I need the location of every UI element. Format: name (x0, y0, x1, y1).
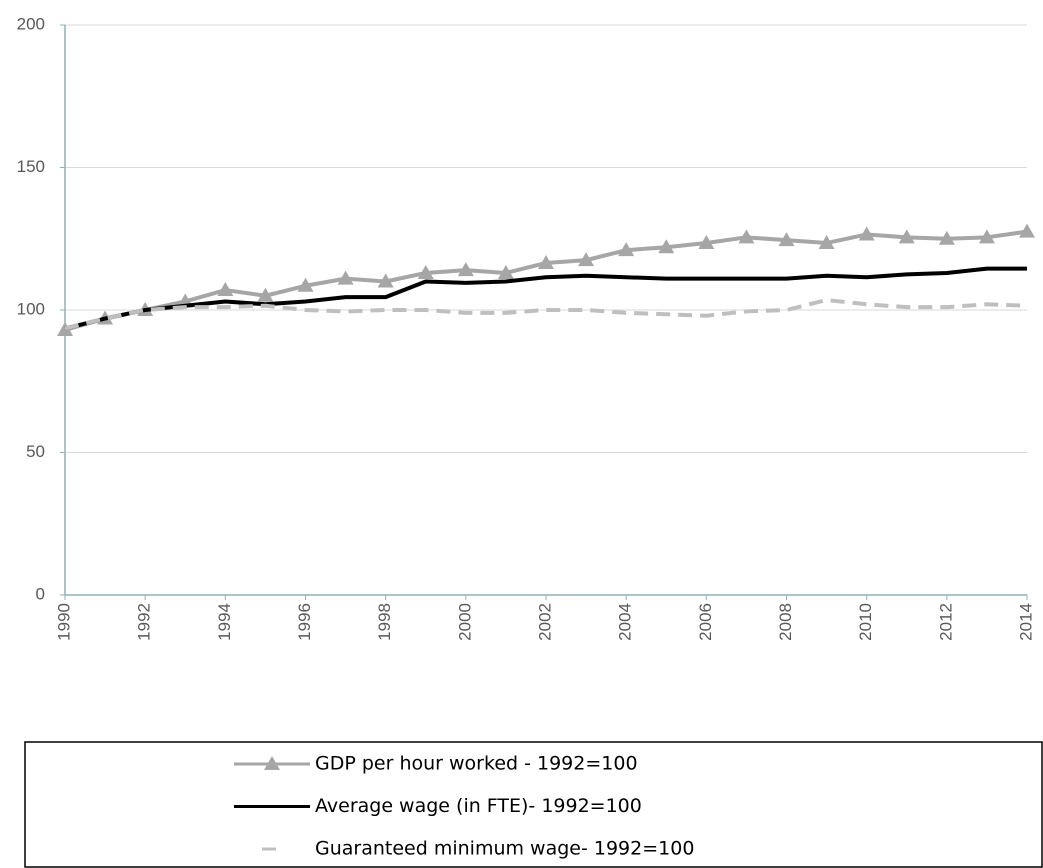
x-tick-label: 2002 (535, 603, 554, 641)
legend-marker (264, 756, 280, 770)
x-tick-label: 1994 (215, 603, 234, 641)
data-line (64, 229, 1028, 332)
x-tick-label: 2012 (936, 603, 955, 641)
x-tick-label: 2000 (455, 603, 474, 641)
data-line (64, 298, 1028, 331)
x-tick-label: 2008 (776, 603, 795, 641)
x-tick-label: 2010 (856, 603, 875, 641)
data-marker (658, 239, 675, 254)
x-tick-label: 2014 (1016, 603, 1035, 641)
legend-label: Average wage (in FTE)- 1992=100 (315, 795, 642, 817)
x-tick-label: 2006 (696, 603, 715, 641)
data-marker (497, 264, 514, 279)
data-marker (938, 230, 955, 245)
x-tick-label: 2004 (616, 603, 635, 641)
data-marker (858, 226, 875, 241)
data-marker (698, 235, 715, 250)
y-tick-label: 150 (17, 157, 45, 176)
data-marker (57, 321, 73, 336)
data-marker (377, 273, 394, 288)
data-marker (578, 252, 595, 267)
data-marker (978, 229, 995, 244)
data-marker (618, 242, 635, 257)
legend-label: Guaranteed minimum wage- 1992=100 (315, 838, 694, 860)
data-marker (257, 287, 274, 302)
data-marker (1019, 223, 1035, 238)
x-tick-label: 1998 (375, 603, 394, 641)
data-marker (337, 270, 354, 285)
data-marker (457, 262, 474, 277)
y-tick-label: 100 (17, 299, 45, 318)
y-tick-label: 0 (36, 584, 45, 603)
data-marker (898, 229, 915, 244)
data-marker (297, 277, 314, 292)
data-marker (417, 264, 434, 279)
y-tick-label: 50 (26, 442, 45, 461)
legend-label: GDP per hour worked - 1992=100 (315, 753, 638, 775)
x-tick-label: 1990 (54, 603, 73, 641)
x-tick-label: 1992 (135, 603, 154, 641)
data-marker (818, 235, 835, 250)
data-marker (217, 282, 234, 297)
data-marker (738, 229, 755, 244)
data-marker (538, 254, 554, 269)
data-marker (778, 232, 795, 247)
x-tick-label: 1996 (295, 603, 314, 641)
y-tick-label: 200 (17, 14, 45, 33)
data-line (64, 266, 1027, 331)
legend-box (24, 741, 1043, 868)
